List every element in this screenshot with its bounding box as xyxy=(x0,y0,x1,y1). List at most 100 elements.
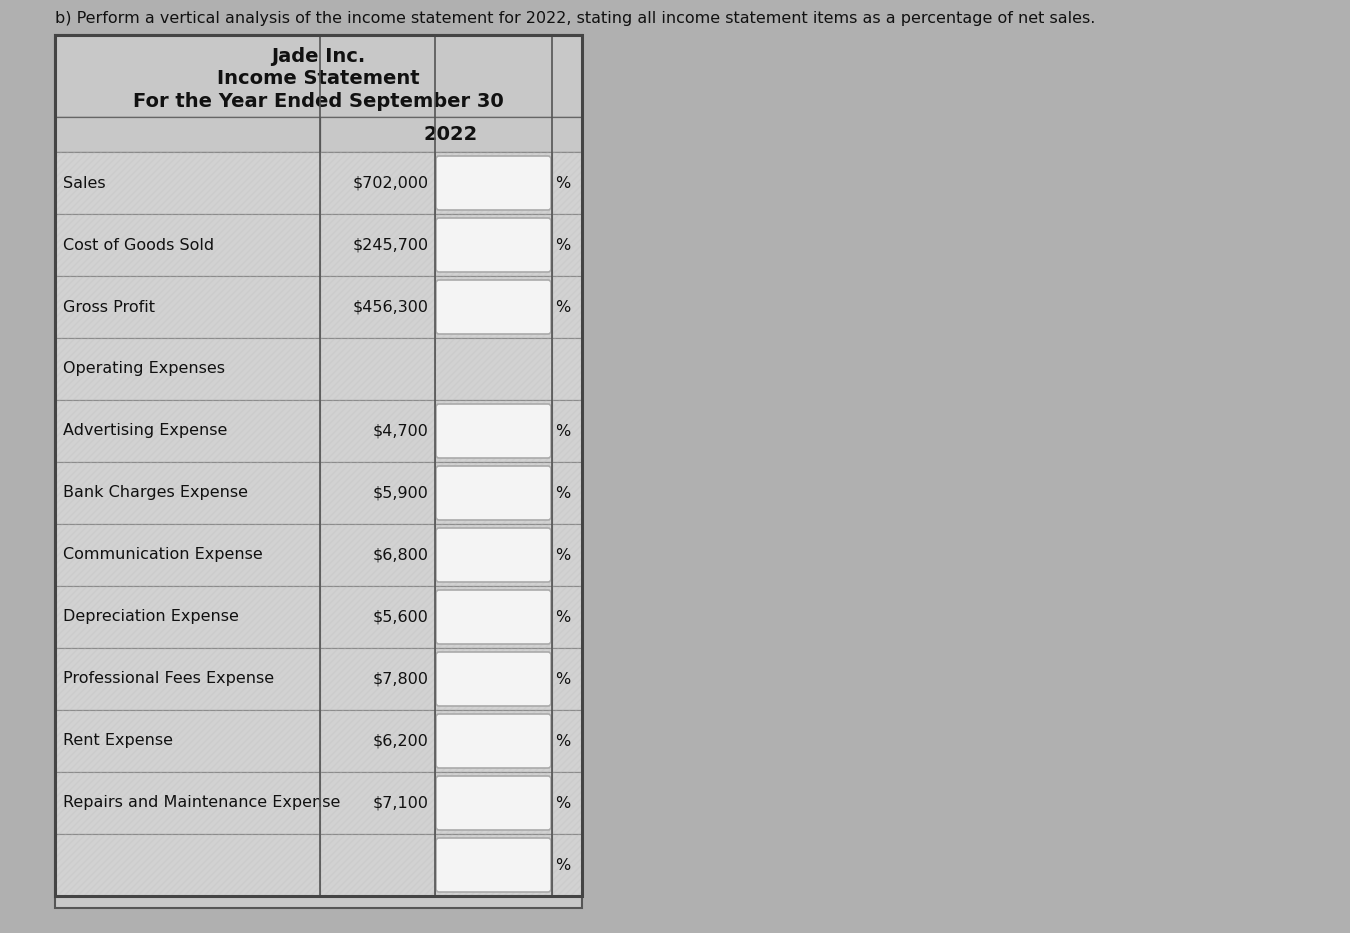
FancyBboxPatch shape xyxy=(436,218,551,272)
Text: %: % xyxy=(555,299,570,314)
Bar xyxy=(55,648,320,710)
Bar xyxy=(320,462,435,524)
Text: %: % xyxy=(555,175,570,190)
Bar xyxy=(320,276,435,338)
Bar xyxy=(552,276,582,338)
Bar xyxy=(55,586,320,648)
Bar xyxy=(320,834,435,896)
Bar xyxy=(552,710,582,772)
Bar xyxy=(320,586,435,648)
Text: %: % xyxy=(555,548,570,563)
Bar xyxy=(435,834,552,896)
Bar xyxy=(552,586,582,648)
Text: Gross Profit: Gross Profit xyxy=(63,299,155,314)
Text: $245,700: $245,700 xyxy=(352,238,429,253)
Bar xyxy=(55,214,320,276)
Bar xyxy=(320,462,435,524)
FancyBboxPatch shape xyxy=(436,466,551,520)
Text: Communication Expense: Communication Expense xyxy=(63,548,263,563)
Bar xyxy=(552,152,582,214)
Bar xyxy=(55,462,320,524)
Bar xyxy=(55,35,582,117)
Text: Operating Expenses: Operating Expenses xyxy=(63,361,225,377)
Bar xyxy=(320,400,435,462)
Bar xyxy=(435,214,552,276)
Bar xyxy=(320,117,582,152)
Bar xyxy=(552,772,582,834)
Text: Income Statement: Income Statement xyxy=(217,69,420,88)
Bar xyxy=(435,400,552,462)
Bar xyxy=(320,524,435,586)
Bar xyxy=(55,524,320,586)
Bar xyxy=(552,152,582,214)
Bar xyxy=(552,710,582,772)
Text: %: % xyxy=(555,609,570,624)
Text: Bank Charges Expense: Bank Charges Expense xyxy=(63,485,248,500)
Text: %: % xyxy=(555,796,570,811)
Bar xyxy=(320,710,435,772)
Bar xyxy=(55,400,320,462)
Bar xyxy=(552,586,582,648)
Bar xyxy=(55,834,320,896)
Bar xyxy=(435,586,552,648)
Text: Cost of Goods Sold: Cost of Goods Sold xyxy=(63,238,215,253)
Bar xyxy=(320,152,435,214)
Bar xyxy=(320,772,435,834)
Bar xyxy=(320,586,435,648)
Bar xyxy=(552,524,582,586)
Bar xyxy=(55,276,320,338)
Text: $6,800: $6,800 xyxy=(373,548,429,563)
Bar xyxy=(435,276,552,338)
Bar xyxy=(320,834,435,896)
Text: %: % xyxy=(555,857,570,872)
Text: %: % xyxy=(555,424,570,439)
Bar xyxy=(552,648,582,710)
Text: Sales: Sales xyxy=(63,175,105,190)
Bar xyxy=(55,400,320,462)
Bar xyxy=(55,586,320,648)
Bar xyxy=(552,214,582,276)
Text: Jade Inc.: Jade Inc. xyxy=(271,47,366,66)
Bar xyxy=(435,648,552,710)
Bar xyxy=(55,834,320,896)
Text: $4,700: $4,700 xyxy=(373,424,429,439)
Bar xyxy=(55,710,320,772)
Bar xyxy=(435,834,552,896)
Text: Repairs and Maintenance Expense: Repairs and Maintenance Expense xyxy=(63,796,340,811)
Text: %: % xyxy=(555,672,570,687)
Bar xyxy=(552,338,582,400)
Text: b) Perform a vertical analysis of the income statement for 2022, stating all inc: b) Perform a vertical analysis of the in… xyxy=(55,11,1095,26)
Text: For the Year Ended September 30: For the Year Ended September 30 xyxy=(134,92,504,111)
Bar xyxy=(320,400,435,462)
Bar xyxy=(320,338,435,400)
Bar xyxy=(55,152,320,214)
Bar xyxy=(320,648,435,710)
Text: $5,900: $5,900 xyxy=(373,485,429,500)
Bar xyxy=(55,710,320,772)
Bar xyxy=(55,35,582,896)
Text: Professional Fees Expense: Professional Fees Expense xyxy=(63,672,274,687)
FancyBboxPatch shape xyxy=(436,590,551,644)
Bar xyxy=(435,524,552,586)
Bar xyxy=(435,586,552,648)
Bar xyxy=(552,214,582,276)
Bar xyxy=(320,214,435,276)
FancyBboxPatch shape xyxy=(436,776,551,830)
FancyBboxPatch shape xyxy=(436,714,551,768)
Bar xyxy=(435,462,552,524)
FancyBboxPatch shape xyxy=(436,652,551,706)
Bar xyxy=(320,772,435,834)
Bar xyxy=(55,462,320,524)
Bar xyxy=(435,524,552,586)
Bar xyxy=(320,152,435,214)
Bar xyxy=(552,400,582,462)
Bar xyxy=(320,710,435,772)
Bar xyxy=(55,648,320,710)
Bar xyxy=(435,772,552,834)
Bar xyxy=(435,152,552,214)
Bar xyxy=(552,462,582,524)
Bar xyxy=(552,338,582,400)
Bar xyxy=(320,276,435,338)
Bar xyxy=(552,400,582,462)
Bar xyxy=(552,834,582,896)
